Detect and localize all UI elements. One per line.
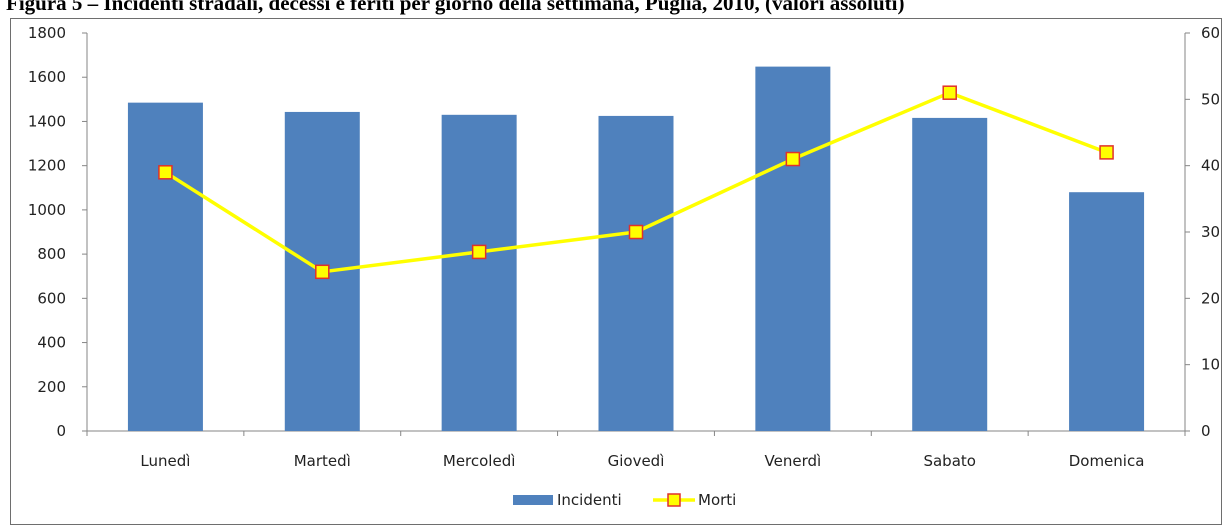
x-axis-tick-label: Domenica	[1069, 452, 1145, 470]
legend-swatch-incidenti	[513, 495, 553, 505]
legend-label-morti: Morti	[698, 491, 736, 509]
marker-morti	[1099, 145, 1114, 160]
chart-title: Figura 5 – Incidenti stradali, decessi e…	[6, 0, 905, 15]
left-axis-tick-label: 600	[37, 289, 66, 307]
x-axis-tick-label: Giovedì	[608, 452, 665, 470]
bar-incidenti	[1069, 192, 1145, 431]
marker-morti	[471, 244, 487, 260]
bar-incidenti	[127, 102, 203, 432]
left-axis: 0 200 400 600 800 1000 1200 1400 1600 1800	[28, 24, 88, 440]
marker-morti	[158, 165, 173, 180]
bar-incidenti	[755, 66, 831, 431]
left-axis-tick-label: 1200	[28, 157, 66, 175]
right-axis-tick-label: 30	[1201, 223, 1220, 241]
x-axis-tick-label: Lunedì	[140, 452, 190, 470]
x-axis-tick-label: Sabato	[923, 452, 976, 470]
marker-morti	[315, 264, 330, 280]
legend-marker-morti	[667, 493, 681, 507]
left-axis-tick-label: 0	[56, 422, 66, 440]
legend: Incidenti Morti	[513, 491, 736, 509]
left-axis-tick-label: 200	[37, 378, 66, 396]
right-axis-tick-label: 40	[1201, 157, 1220, 175]
left-axis-tick-label: 1800	[28, 24, 66, 42]
bar-incidenti	[441, 114, 517, 432]
right-axis-tick-label: 10	[1201, 356, 1220, 374]
left-axis-tick-label: 1000	[28, 201, 66, 219]
legend-label-incidenti: Incidenti	[557, 491, 622, 509]
left-axis-tick-label: 400	[37, 334, 66, 352]
right-axis-tick-label: 0	[1201, 422, 1211, 440]
marker-morti	[785, 151, 801, 167]
marker-morti	[628, 224, 644, 240]
chart-border	[10, 18, 1222, 525]
x-axis-tick-label: Martedì	[294, 452, 351, 470]
x-axis: Lunedì Martedì Mercoledì Giovedì Venerdì Saba…	[86, 430, 1186, 470]
right-axis-tick-label: 20	[1201, 289, 1220, 307]
line-series-morti	[158, 85, 1114, 280]
x-axis-tick-label: Venerdì	[765, 452, 822, 470]
right-axis: 0 10 20 30 40 50 60	[1184, 24, 1220, 440]
marker-morti	[942, 85, 957, 100]
right-axis-tick-label: 50	[1201, 90, 1220, 108]
right-axis-tick-label: 60	[1201, 24, 1220, 42]
left-axis-tick-label: 1600	[28, 68, 66, 86]
bar-incidenti	[598, 115, 674, 432]
left-axis-tick-label: 1400	[28, 112, 66, 130]
left-axis-tick-label: 800	[37, 245, 66, 263]
bar-incidenti	[912, 117, 988, 431]
bar-series-incidenti	[127, 66, 1145, 432]
x-axis-tick-label: Mercoledì	[443, 452, 516, 470]
